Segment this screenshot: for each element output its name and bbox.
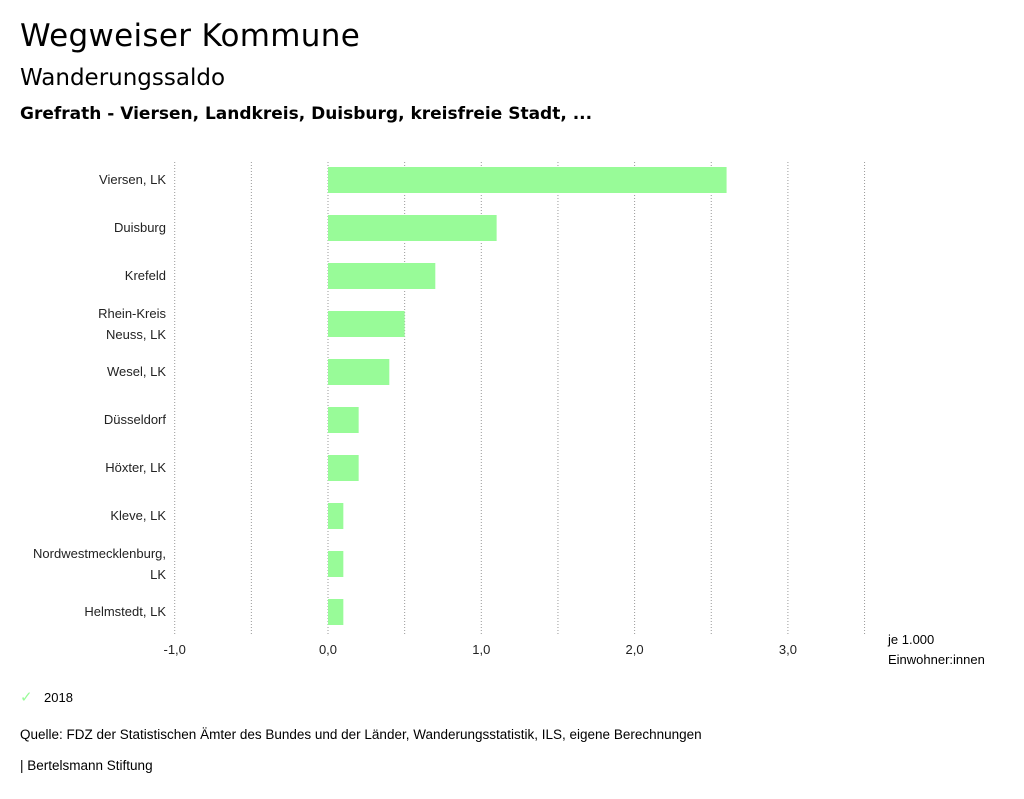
bar[interactable] bbox=[328, 359, 390, 385]
bar-chart: Viersen, LK Duisburg Krefeld Rhein-Kreis Neu… bbox=[33, 162, 866, 657]
page-title: Wegweiser Kommune bbox=[20, 18, 361, 54]
bar[interactable] bbox=[328, 311, 405, 337]
bar[interactable] bbox=[328, 263, 436, 289]
legend-label: 2018 bbox=[44, 689, 73, 705]
bars bbox=[328, 167, 727, 625]
bar[interactable] bbox=[328, 407, 359, 433]
source-note: Quelle: FDZ der Statistischen Ämter des … bbox=[20, 727, 702, 742]
tick-labels: -1,0 0,0 1,0 2,0 3,0 bbox=[163, 642, 796, 657]
unit-label: je 1.000 Einwohner:innen bbox=[888, 630, 985, 670]
bar[interactable] bbox=[328, 599, 344, 625]
chart-subtitle: Wanderungssaldo bbox=[20, 65, 226, 91]
category-label: Viersen, LK bbox=[99, 172, 166, 187]
checkmark-icon: ✓ bbox=[20, 689, 33, 706]
legend[interactable]: ✓ 2018 bbox=[20, 688, 73, 706]
category-labels: Viersen, LK Duisburg Krefeld Rhein-Kreis Neu… bbox=[33, 172, 166, 619]
unit-line-1: je 1.000 bbox=[888, 632, 935, 647]
category-label: Duisburg bbox=[114, 220, 166, 235]
bar[interactable] bbox=[328, 551, 344, 577]
category-label: Nordwestmecklenburg, LK bbox=[33, 546, 166, 582]
bar[interactable] bbox=[328, 167, 727, 193]
category-label: Rhein-Kreis Neuss, LK bbox=[98, 306, 166, 342]
category-label: Krefeld bbox=[125, 268, 166, 283]
gridlines bbox=[174, 162, 866, 636]
bar[interactable] bbox=[328, 455, 359, 481]
category-label: Höxter, LK bbox=[105, 460, 166, 475]
brand-note: | Bertelsmann Stiftung bbox=[20, 758, 153, 773]
bar[interactable] bbox=[328, 503, 344, 529]
tick-label: -1,0 bbox=[163, 642, 185, 657]
category-label: Düsseldorf bbox=[104, 412, 167, 427]
tick-label: 3,0 bbox=[779, 642, 797, 657]
tick-label: 0,0 bbox=[319, 642, 337, 657]
unit-line-2: Einwohner:innen bbox=[888, 652, 985, 667]
region-list: Grefrath - Viersen, Landkreis, Duisburg,… bbox=[20, 104, 593, 124]
tick-label: 1,0 bbox=[472, 642, 490, 657]
bar[interactable] bbox=[328, 215, 497, 241]
tick-label: 2,0 bbox=[626, 642, 644, 657]
category-label: Kleve, LK bbox=[110, 508, 166, 523]
category-label: Wesel, LK bbox=[107, 364, 166, 379]
category-label: Helmstedt, LK bbox=[84, 604, 166, 619]
